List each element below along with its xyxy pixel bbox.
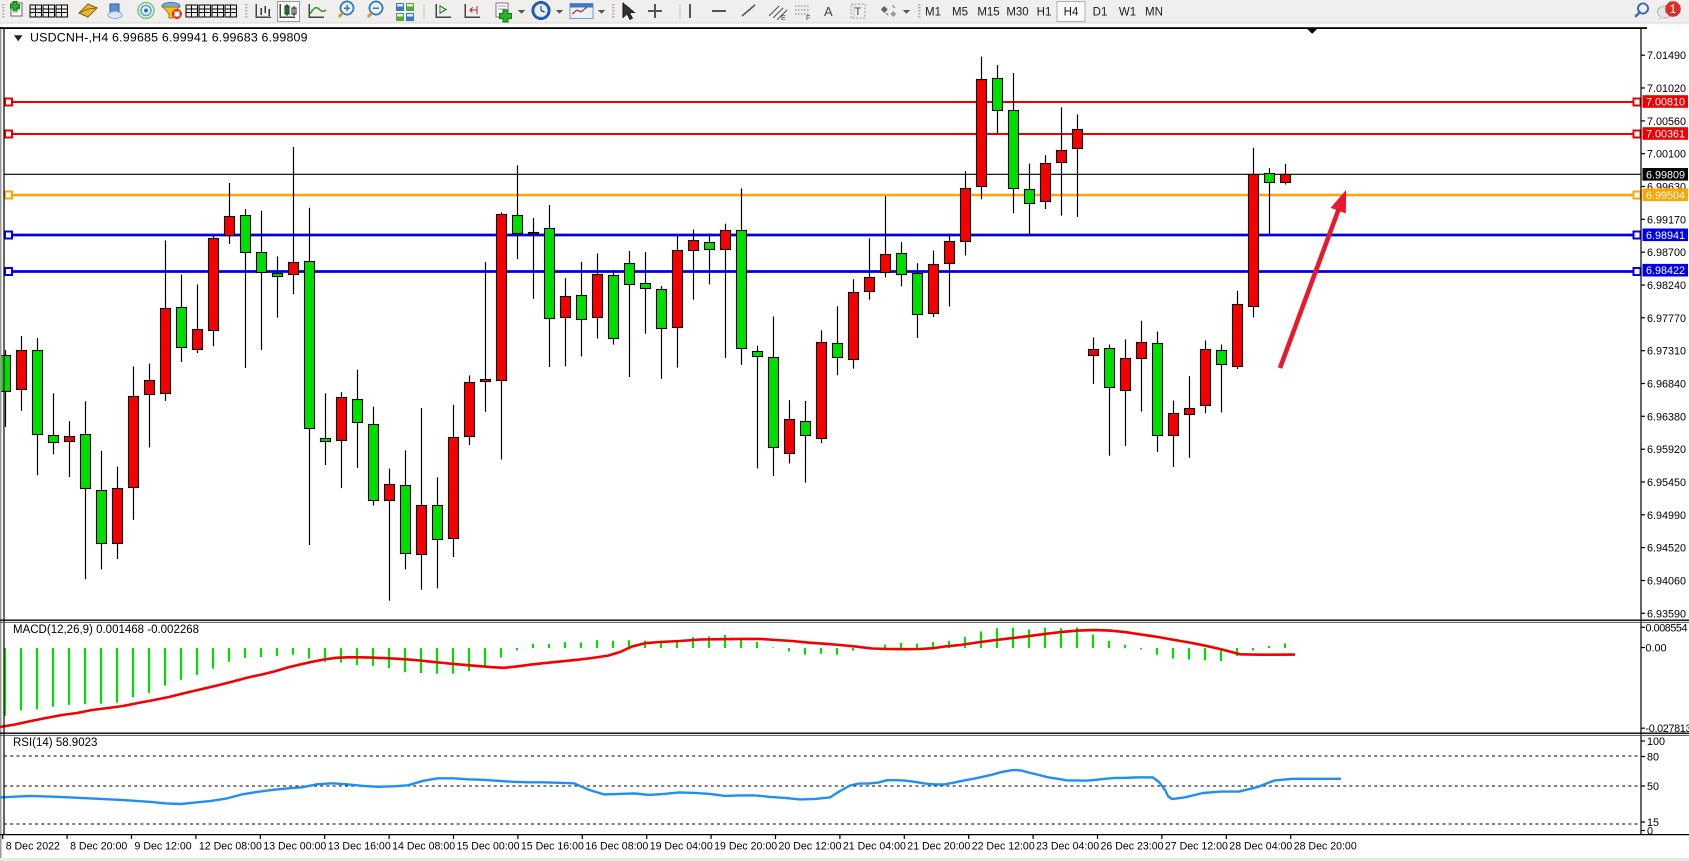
svg-text:H1: H1 — [1037, 7, 1052, 19]
svg-text:7.00810: 7.00810 — [1646, 97, 1685, 109]
svg-text:27 Dec 12:00: 27 Dec 12:00 — [1165, 841, 1228, 853]
svg-text:D1: D1 — [1093, 7, 1108, 19]
svg-text:1: 1 — [1670, 2, 1677, 16]
svg-text:21 Dec 04:00: 21 Dec 04:00 — [843, 841, 906, 853]
svg-text:7.00560: 7.00560 — [1647, 116, 1686, 128]
svg-text:13 Dec 00:00: 13 Dec 00:00 — [263, 841, 326, 853]
svg-text:6.99170: 6.99170 — [1647, 214, 1686, 226]
svg-text:6.94990: 6.94990 — [1647, 510, 1686, 522]
svg-text:M5: M5 — [952, 7, 968, 19]
svg-text:F: F — [806, 15, 810, 22]
svg-text:6.99504: 6.99504 — [1646, 190, 1685, 202]
svg-text:E: E — [781, 15, 786, 22]
svg-text:0: 0 — [1647, 826, 1653, 838]
svg-text:23 Dec 04:00: 23 Dec 04:00 — [1036, 841, 1099, 853]
svg-text:0.008554: 0.008554 — [1646, 622, 1688, 634]
svg-text:6.98422: 6.98422 — [1646, 265, 1685, 277]
svg-text:26 Dec 23:00: 26 Dec 23:00 — [1101, 841, 1164, 853]
svg-text:6.94060: 6.94060 — [1647, 576, 1686, 588]
svg-text:12 Dec 08:00: 12 Dec 08:00 — [199, 841, 262, 853]
svg-text:15: 15 — [1647, 817, 1659, 829]
svg-text:20 Dec 12:00: 20 Dec 12:00 — [779, 841, 842, 853]
svg-text:-0.027813: -0.027813 — [1646, 723, 1689, 735]
svg-text:MACD(12,26,9) 0.001468 -0.0022: MACD(12,26,9) 0.001468 -0.002268 — [13, 624, 199, 636]
svg-text:MN: MN — [1145, 7, 1163, 19]
svg-text:15 Dec 00:00: 15 Dec 00:00 — [457, 841, 520, 853]
svg-text:6.94520: 6.94520 — [1647, 543, 1686, 555]
svg-text:A: A — [824, 4, 833, 19]
svg-text:6.95920: 6.95920 — [1647, 444, 1686, 456]
svg-text:6.96840: 6.96840 — [1647, 379, 1686, 391]
svg-text:8 Dec 2022: 8 Dec 2022 — [6, 841, 60, 853]
svg-text:16 Dec 08:00: 16 Dec 08:00 — [585, 841, 648, 853]
svg-text:50: 50 — [1647, 781, 1659, 793]
svg-text:M15: M15 — [977, 7, 999, 19]
svg-text:6.97770: 6.97770 — [1647, 313, 1686, 325]
svg-text:6.98941: 6.98941 — [1646, 230, 1685, 242]
svg-text:7.01490: 7.01490 — [1647, 50, 1686, 62]
svg-text:H4: H4 — [1064, 7, 1079, 19]
svg-text:6.99809: 6.99809 — [1646, 169, 1685, 181]
svg-text:USDCNH-,H4 6.99685 6.99941 6.: USDCNH-,H4 6.99685 6.99941 6.99683 6.998… — [30, 31, 308, 45]
svg-text:7.00361: 7.00361 — [1646, 129, 1685, 141]
svg-text:19 Dec 20:00: 19 Dec 20:00 — [714, 841, 777, 853]
svg-text:M30: M30 — [1006, 7, 1028, 19]
svg-text:14 Dec 08:00: 14 Dec 08:00 — [392, 841, 455, 853]
svg-text:6.96380: 6.96380 — [1647, 411, 1686, 423]
svg-text:7.01020: 7.01020 — [1647, 83, 1686, 95]
svg-text:80: 80 — [1647, 752, 1659, 764]
svg-text:8 Dec 20:00: 8 Dec 20:00 — [70, 841, 127, 853]
svg-text:13 Dec 16:00: 13 Dec 16:00 — [328, 841, 391, 853]
svg-text:22 Dec 12:00: 22 Dec 12:00 — [972, 841, 1035, 853]
svg-text:M1: M1 — [925, 7, 941, 19]
svg-text:28 Dec 20:00: 28 Dec 20:00 — [1294, 841, 1357, 853]
svg-text:6.97310: 6.97310 — [1647, 346, 1686, 358]
svg-text:9 Dec 12:00: 9 Dec 12:00 — [135, 841, 192, 853]
svg-text:15 Dec 16:00: 15 Dec 16:00 — [521, 841, 584, 853]
svg-text:7.00100: 7.00100 — [1647, 149, 1686, 161]
svg-text:T: T — [855, 6, 862, 18]
svg-text:100: 100 — [1647, 736, 1665, 748]
svg-text:6.98240: 6.98240 — [1647, 280, 1686, 292]
svg-text:W1: W1 — [1119, 7, 1136, 19]
svg-text:19 Dec 04:00: 19 Dec 04:00 — [650, 841, 713, 853]
svg-text:21 Dec 20:00: 21 Dec 20:00 — [907, 841, 970, 853]
svg-text:6.93590: 6.93590 — [1647, 608, 1686, 620]
svg-text:6.98700: 6.98700 — [1647, 247, 1686, 259]
svg-text:RSI(14) 58.9023: RSI(14) 58.9023 — [13, 737, 97, 749]
svg-text:0.00: 0.00 — [1646, 643, 1667, 655]
svg-text:28 Dec 04:00: 28 Dec 04:00 — [1229, 841, 1292, 853]
svg-text:6.95450: 6.95450 — [1647, 477, 1686, 489]
